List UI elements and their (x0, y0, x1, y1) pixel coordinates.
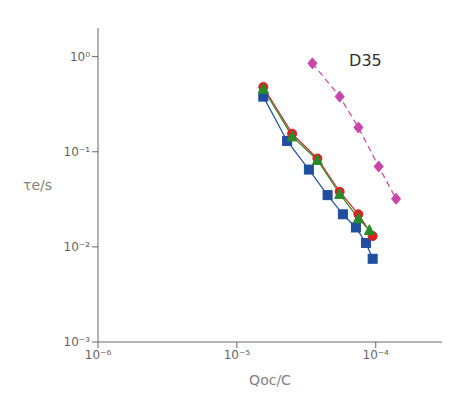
svg-text:10⁻⁵: 10⁻⁵ (224, 348, 251, 362)
svg-text:10⁻⁶: 10⁻⁶ (85, 348, 112, 362)
html-text:D35: D35 (349, 50, 382, 70)
svg-text:10⁻³: 10⁻³ (64, 335, 91, 349)
svg-text:10⁰: 10⁰ (70, 50, 90, 64)
svg-text:τe/s: τe/s (23, 177, 52, 193)
svg-text:10⁻²: 10⁻² (64, 240, 91, 254)
svg-text:10⁻⁴: 10⁻⁴ (363, 348, 390, 362)
svg-text:10⁻¹: 10⁻¹ (64, 145, 91, 159)
svg-text:Qoc/C: Qoc/C (249, 372, 291, 388)
